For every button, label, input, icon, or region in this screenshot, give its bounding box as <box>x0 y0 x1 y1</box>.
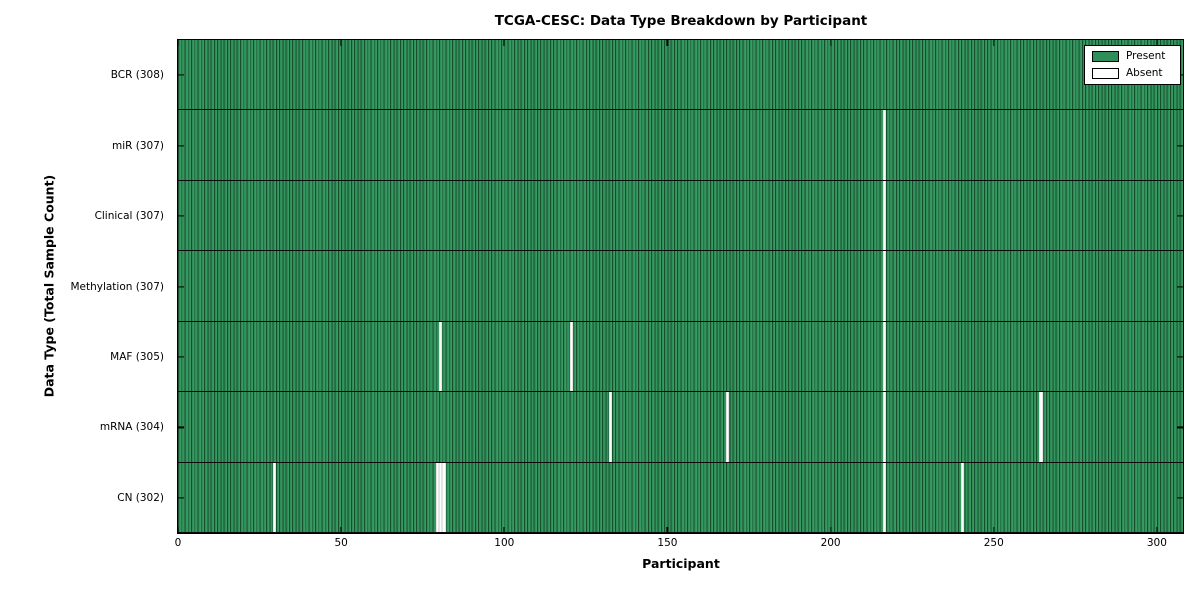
absent-gap <box>569 321 573 392</box>
x-axis-label: Participant <box>642 556 720 571</box>
absent-gap <box>882 251 887 321</box>
present-swatch <box>1092 51 1119 62</box>
x-tick-mark <box>1156 40 1158 46</box>
x-tick-label: 300 <box>1146 537 1167 549</box>
x-tick-label: 50 <box>334 537 348 549</box>
heatmap-row-maf <box>178 321 1183 393</box>
x-tick-label: 250 <box>983 537 1004 549</box>
x-tick-mark <box>177 40 179 46</box>
legend-label-absent: Absent <box>1126 67 1163 80</box>
heatmap-row-mir <box>178 110 1183 181</box>
legend: Present Absent <box>1084 45 1181 85</box>
y-axis-label: Data Type (Total Sample Count) <box>41 174 57 398</box>
heatmap-row-bcr <box>178 40 1183 111</box>
x-tick-mark <box>666 527 669 533</box>
y-tick-label-mir: miR (307) <box>111 139 164 152</box>
heatmap-row-clinical <box>178 180 1183 252</box>
x-tick-label: 150 <box>657 537 678 549</box>
y-tick-label-clinical: Clinical (307) <box>94 210 164 223</box>
x-tick-mark <box>993 527 995 533</box>
legend-entry-present: Present <box>1092 51 1173 62</box>
absent-gap <box>435 462 440 532</box>
y-tick-mark <box>178 74 184 76</box>
x-tick-mark <box>340 527 342 533</box>
x-tick-mark <box>830 40 832 46</box>
absent-gap <box>882 462 887 532</box>
y-tick-mark <box>1177 426 1183 428</box>
x-tick-mark <box>340 40 342 46</box>
absent-gap <box>608 392 612 462</box>
y-tick-mark <box>1177 497 1183 499</box>
x-tick-mark <box>1156 527 1158 533</box>
y-tick-mark <box>178 145 184 147</box>
heatmap-row-mrna <box>178 392 1183 463</box>
x-tick-label: 100 <box>494 537 515 549</box>
absent-gap <box>882 321 887 392</box>
y-tick-label-mrna: mRNA (304) <box>99 421 164 434</box>
plot-area <box>177 39 1184 534</box>
x-tick-label: 0 <box>174 537 182 549</box>
absent-gap <box>442 462 446 532</box>
legend-entry-absent: Absent <box>1092 68 1173 79</box>
y-tick-label-cn: CN (302) <box>117 491 164 504</box>
x-tick-mark <box>503 40 505 46</box>
absent-gap <box>1039 392 1043 462</box>
absent-gap <box>882 392 887 462</box>
x-tick-mark <box>177 527 179 533</box>
x-tick-mark <box>993 40 995 46</box>
absent-gap <box>726 392 730 462</box>
absent-gap <box>882 180 887 251</box>
y-tick-label-bcr: BCR (308) <box>110 69 164 82</box>
y-tick-mark <box>1177 215 1183 217</box>
absent-gap <box>961 462 965 532</box>
y-tick-mark <box>1177 285 1183 288</box>
y-tick-mark <box>178 356 184 358</box>
x-tick-mark <box>830 527 832 533</box>
absent-gap <box>882 110 887 180</box>
y-tick-mark <box>1177 356 1183 358</box>
y-tick-label-methylation: Methylation (307) <box>70 280 164 293</box>
x-tick-label: 200 <box>820 537 841 549</box>
y-tick-mark <box>178 497 184 499</box>
heatmap-row-methylation <box>178 251 1183 322</box>
y-tick-mark <box>178 285 184 288</box>
absent-gap <box>439 321 443 392</box>
y-tick-label-maf: MAF (305) <box>110 350 164 363</box>
heatmap-row-cn <box>178 462 1183 533</box>
y-tick-mark <box>178 215 184 217</box>
absent-gap <box>439 462 443 532</box>
absent-swatch <box>1092 68 1119 79</box>
legend-label-present: Present <box>1126 50 1166 63</box>
y-tick-mark <box>1177 145 1183 147</box>
x-tick-mark <box>666 40 669 46</box>
chart-title: TCGA-CESC: Data Type Breakdown by Partic… <box>494 13 868 29</box>
x-tick-mark <box>503 527 505 533</box>
x-tick-labels: 0 50 100 150 200 250 300 <box>174 537 1183 553</box>
absent-gap <box>272 462 276 532</box>
y-tick-mark <box>178 426 184 428</box>
y-tick-labels: BCR (308) miR (307) Clinical (307) Methylat… <box>0 40 171 533</box>
